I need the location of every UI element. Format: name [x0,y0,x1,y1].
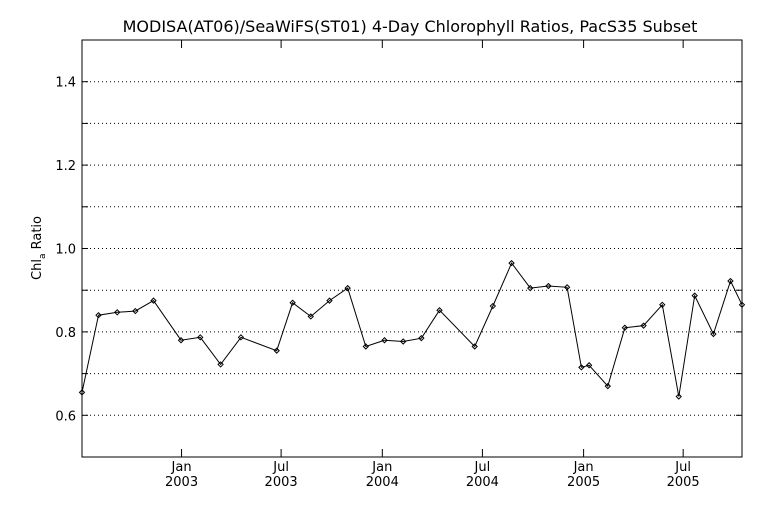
data-point [150,297,157,304]
data-point [527,284,534,292]
y-tick-label: 1.0 [55,243,76,258]
y-axis-label-rest: Ratio [30,216,45,254]
x-tick-label-month: Jul [674,460,691,475]
data-point [578,364,585,371]
chart-title: MODISA(AT06)/SeaWiFS(ST01) 4-Day Chlorop… [123,17,698,36]
x-tick-label-month: Jan [371,460,392,475]
data-point [436,307,443,314]
data-point [113,309,121,316]
data-point [738,301,746,309]
data-point [545,282,552,290]
y-tick-label: 0.8 [55,326,76,341]
data-point [675,393,682,400]
x-tick-label-year: 2005 [667,475,700,490]
axis-ticks: 0.60.81.01.21.4Jan2003Jul2003Jan2004Jul2… [55,40,742,490]
series-line [81,262,743,397]
x-tick-label-month: Jan [171,460,192,475]
data-point [289,299,296,306]
data-point [326,297,333,304]
data-point [691,292,698,299]
x-tick-label-year: 2004 [366,475,399,490]
data-point [710,330,717,338]
data-point [217,361,224,368]
x-tick-label-year: 2004 [466,475,499,490]
data-point [197,334,204,341]
plot-area [81,39,743,458]
data-point [132,307,139,315]
data-point [640,322,647,329]
data-point [399,338,407,345]
data-point [727,277,734,285]
data-point [508,259,515,267]
series-layer [78,259,746,400]
y-axis-label-subscript: a [38,254,48,260]
y-tick-label: 1.4 [55,76,76,91]
x-tick-label-year: 2003 [165,475,198,490]
x-tick-label-year: 2005 [567,475,600,490]
grid-lines [82,81,742,416]
data-point [585,362,593,369]
data-point [273,347,280,354]
y-tick-label: 0.6 [55,409,76,424]
data-point [78,389,86,396]
data-point [344,284,351,292]
data-point [307,313,315,320]
data-point [471,343,478,350]
y-axis-label: Chla Ratio [30,216,48,280]
data-point [95,312,102,319]
x-tick-label-month: Jan [573,460,594,475]
svg-text:Chla Ratio: Chla Ratio [30,216,48,280]
data-point [659,301,666,309]
x-tick-label-year: 2003 [265,475,298,490]
y-tick-label: 1.2 [55,159,76,174]
data-point [489,302,497,310]
data-point [237,334,245,341]
data-point [621,324,629,331]
data-point [362,343,370,350]
data-point [381,337,388,344]
y-axis-label-main: Chl [30,259,45,280]
data-point [418,334,425,342]
data-point [177,337,185,344]
data-point [563,284,571,291]
x-tick-label-month: Jul [272,460,289,475]
x-tick-label-month: Jul [474,460,491,475]
data-point [604,382,612,390]
